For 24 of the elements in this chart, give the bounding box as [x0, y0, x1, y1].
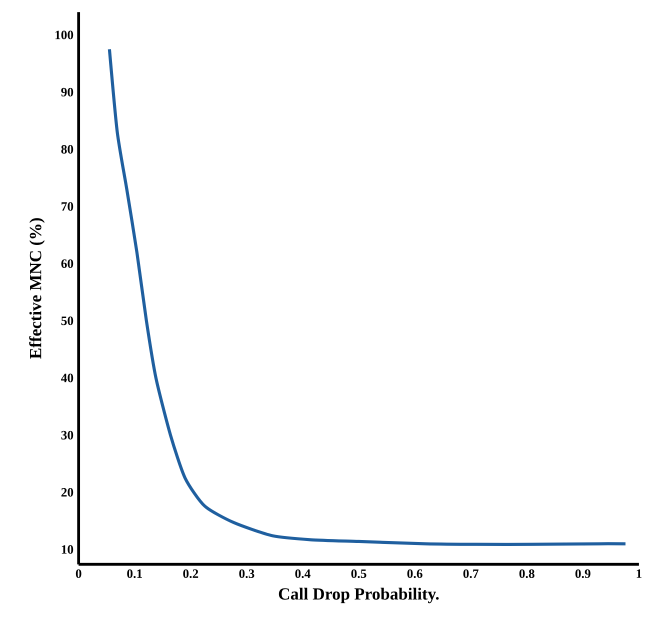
- x-tick-label: 0.5: [351, 569, 366, 578]
- y-tick-label: 30: [61, 430, 74, 440]
- y-tick-label: 60: [61, 259, 74, 268]
- y-tick-label: 20: [61, 488, 74, 497]
- x-tick-label: 1: [636, 569, 642, 578]
- y-axis-title: Effective MNC (%): [29, 218, 45, 359]
- x-tick-label: 0.6: [407, 569, 422, 578]
- line-series: [108, 48, 628, 546]
- x-tick-label: 0.8: [519, 569, 534, 578]
- x-tick-label: 0.1: [127, 569, 142, 578]
- x-axis-title: Call Drop Probability.: [278, 588, 439, 604]
- y-tick-label: 10: [62, 545, 74, 554]
- y-tick-label: 90: [61, 88, 74, 96]
- y-tick-label: 50: [61, 316, 74, 326]
- x-tick-label: 0.2: [183, 569, 198, 578]
- x-tick-label: 0.4: [295, 569, 310, 578]
- y-tick-label: 40: [61, 374, 74, 382]
- y-tick-label: 100: [56, 30, 74, 40]
- x-tick-label: 0.9: [575, 569, 590, 578]
- y-tick-label: 80: [61, 145, 74, 154]
- x-tick-label: 0.3: [239, 569, 254, 578]
- x-tick-label: 0: [76, 569, 82, 578]
- y-tick-label: 70: [62, 202, 74, 211]
- x-tick-label: 0.7: [463, 569, 478, 578]
